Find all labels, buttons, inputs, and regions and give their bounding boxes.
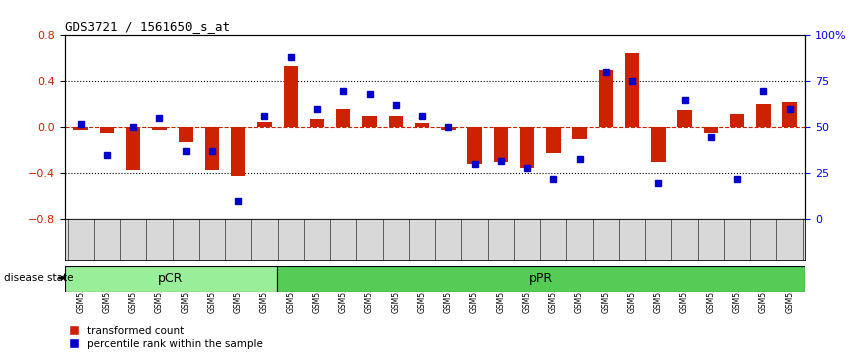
Bar xyxy=(257,122,272,127)
Bar xyxy=(572,127,587,139)
Bar xyxy=(730,114,745,127)
Bar xyxy=(336,109,351,127)
Bar xyxy=(441,127,456,130)
Bar xyxy=(231,127,245,176)
Bar xyxy=(677,110,692,127)
Bar xyxy=(362,116,377,127)
Bar xyxy=(415,123,430,127)
Bar xyxy=(126,127,140,170)
Bar xyxy=(598,70,613,127)
Text: GDS3721 / 1561650_s_at: GDS3721 / 1561650_s_at xyxy=(65,20,230,33)
Bar xyxy=(65,266,276,292)
Text: pCR: pCR xyxy=(158,272,184,285)
Bar xyxy=(782,102,797,127)
Bar xyxy=(100,127,114,133)
Bar xyxy=(494,127,508,162)
Bar xyxy=(389,116,403,127)
Bar xyxy=(276,266,805,292)
Bar xyxy=(204,127,219,170)
Bar xyxy=(283,67,298,127)
Bar xyxy=(178,127,193,142)
Bar xyxy=(152,127,166,130)
Bar xyxy=(468,127,481,164)
Text: pPR: pPR xyxy=(529,272,553,285)
Bar xyxy=(756,104,771,127)
Text: disease state: disease state xyxy=(4,273,74,283)
Bar xyxy=(74,127,88,130)
Bar xyxy=(651,127,666,162)
Bar xyxy=(704,127,718,133)
Bar xyxy=(546,127,560,153)
Legend: transformed count, percentile rank within the sample: transformed count, percentile rank withi… xyxy=(70,326,262,349)
Bar xyxy=(310,119,324,127)
Bar xyxy=(520,127,534,168)
Bar xyxy=(625,53,639,127)
